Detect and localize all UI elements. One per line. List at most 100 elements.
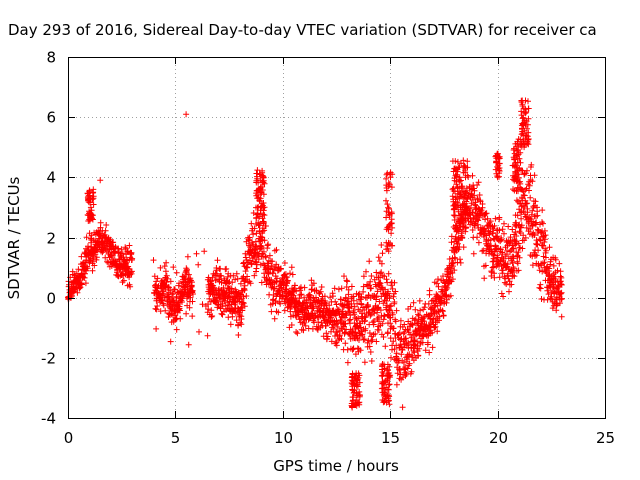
x-tick-label: 10 bbox=[274, 429, 293, 447]
data-point bbox=[510, 265, 517, 272]
data-point bbox=[507, 234, 514, 241]
data-point bbox=[213, 267, 220, 274]
data-point bbox=[277, 300, 284, 307]
data-point bbox=[359, 331, 366, 338]
data-point bbox=[237, 292, 244, 299]
data-point bbox=[386, 381, 393, 388]
data-point bbox=[407, 303, 414, 310]
data-point bbox=[199, 301, 206, 308]
data-point bbox=[522, 136, 529, 142]
data-point bbox=[97, 219, 104, 226]
data-point bbox=[238, 304, 245, 311]
data-point bbox=[341, 273, 347, 280]
data-point bbox=[463, 224, 469, 231]
data-point bbox=[166, 293, 172, 300]
data-point bbox=[534, 212, 541, 219]
data-point bbox=[409, 354, 416, 360]
data-point bbox=[408, 368, 415, 375]
data-point bbox=[387, 169, 394, 176]
data-point bbox=[343, 277, 350, 284]
data-point bbox=[331, 285, 338, 292]
data-point bbox=[368, 273, 375, 279]
data-point bbox=[365, 302, 371, 309]
data-point bbox=[348, 283, 355, 290]
data-point bbox=[335, 307, 342, 313]
data-point bbox=[518, 215, 525, 222]
y-tick-label: -4 bbox=[41, 410, 56, 428]
data-point bbox=[388, 216, 395, 223]
data-point bbox=[550, 262, 557, 269]
data-point bbox=[256, 213, 263, 220]
data-point bbox=[271, 315, 278, 322]
axis-ticks bbox=[68, 57, 606, 419]
data-point bbox=[443, 296, 450, 303]
data-point bbox=[529, 207, 536, 214]
data-point bbox=[487, 237, 494, 243]
data-point bbox=[129, 255, 136, 262]
data-point bbox=[425, 300, 432, 307]
x-tick-label: 0 bbox=[64, 429, 74, 447]
data-point bbox=[535, 247, 542, 254]
data-point bbox=[87, 204, 94, 211]
data-point bbox=[244, 273, 251, 280]
data-point bbox=[498, 290, 505, 297]
data-point bbox=[150, 257, 157, 264]
data-point bbox=[518, 99, 525, 106]
data-point bbox=[167, 287, 174, 294]
data-point bbox=[223, 289, 230, 296]
data-point bbox=[269, 258, 276, 265]
data-point bbox=[154, 275, 161, 282]
data-point bbox=[540, 242, 547, 249]
data-point bbox=[523, 125, 530, 132]
data-point bbox=[475, 217, 482, 224]
data-point bbox=[351, 381, 358, 388]
data-point bbox=[525, 105, 532, 112]
data-point bbox=[333, 301, 340, 308]
data-point bbox=[385, 223, 392, 230]
data-point bbox=[242, 276, 249, 283]
data-point bbox=[510, 162, 517, 169]
data-point bbox=[230, 272, 237, 279]
data-point bbox=[508, 281, 515, 288]
data-point bbox=[281, 307, 288, 314]
data-point bbox=[182, 281, 189, 288]
data-point bbox=[452, 158, 459, 165]
data-point bbox=[172, 316, 179, 323]
data-point bbox=[436, 313, 443, 320]
data-point bbox=[187, 294, 194, 301]
data-point bbox=[408, 321, 415, 328]
data-point bbox=[251, 225, 258, 232]
data-point bbox=[273, 246, 280, 253]
data-point bbox=[83, 234, 90, 241]
data-point bbox=[419, 339, 426, 346]
data-point bbox=[242, 254, 249, 261]
data-point bbox=[89, 267, 96, 274]
data-point bbox=[420, 315, 427, 322]
data-point bbox=[451, 175, 458, 182]
data-point bbox=[512, 229, 519, 236]
data-point bbox=[558, 281, 564, 288]
x-tick-label: 20 bbox=[489, 429, 508, 447]
data-point bbox=[395, 335, 402, 341]
data-point bbox=[266, 252, 273, 259]
data-point bbox=[494, 163, 501, 170]
data-point bbox=[531, 172, 538, 179]
data-point bbox=[261, 212, 268, 219]
data-point bbox=[519, 115, 526, 122]
data-point bbox=[89, 252, 96, 259]
data-point bbox=[526, 187, 532, 194]
data-point bbox=[270, 292, 277, 298]
data-point bbox=[380, 334, 387, 340]
data-point bbox=[326, 302, 333, 309]
data-point bbox=[229, 313, 236, 320]
y-tick-label: 2 bbox=[46, 230, 56, 248]
data-point bbox=[281, 260, 288, 266]
data-point bbox=[119, 279, 126, 286]
data-point bbox=[368, 358, 375, 364]
data-point bbox=[246, 234, 253, 241]
data-point bbox=[417, 307, 424, 314]
data-point bbox=[202, 303, 209, 309]
data-point bbox=[265, 271, 272, 277]
data-point bbox=[378, 260, 385, 267]
data-point bbox=[543, 247, 550, 254]
